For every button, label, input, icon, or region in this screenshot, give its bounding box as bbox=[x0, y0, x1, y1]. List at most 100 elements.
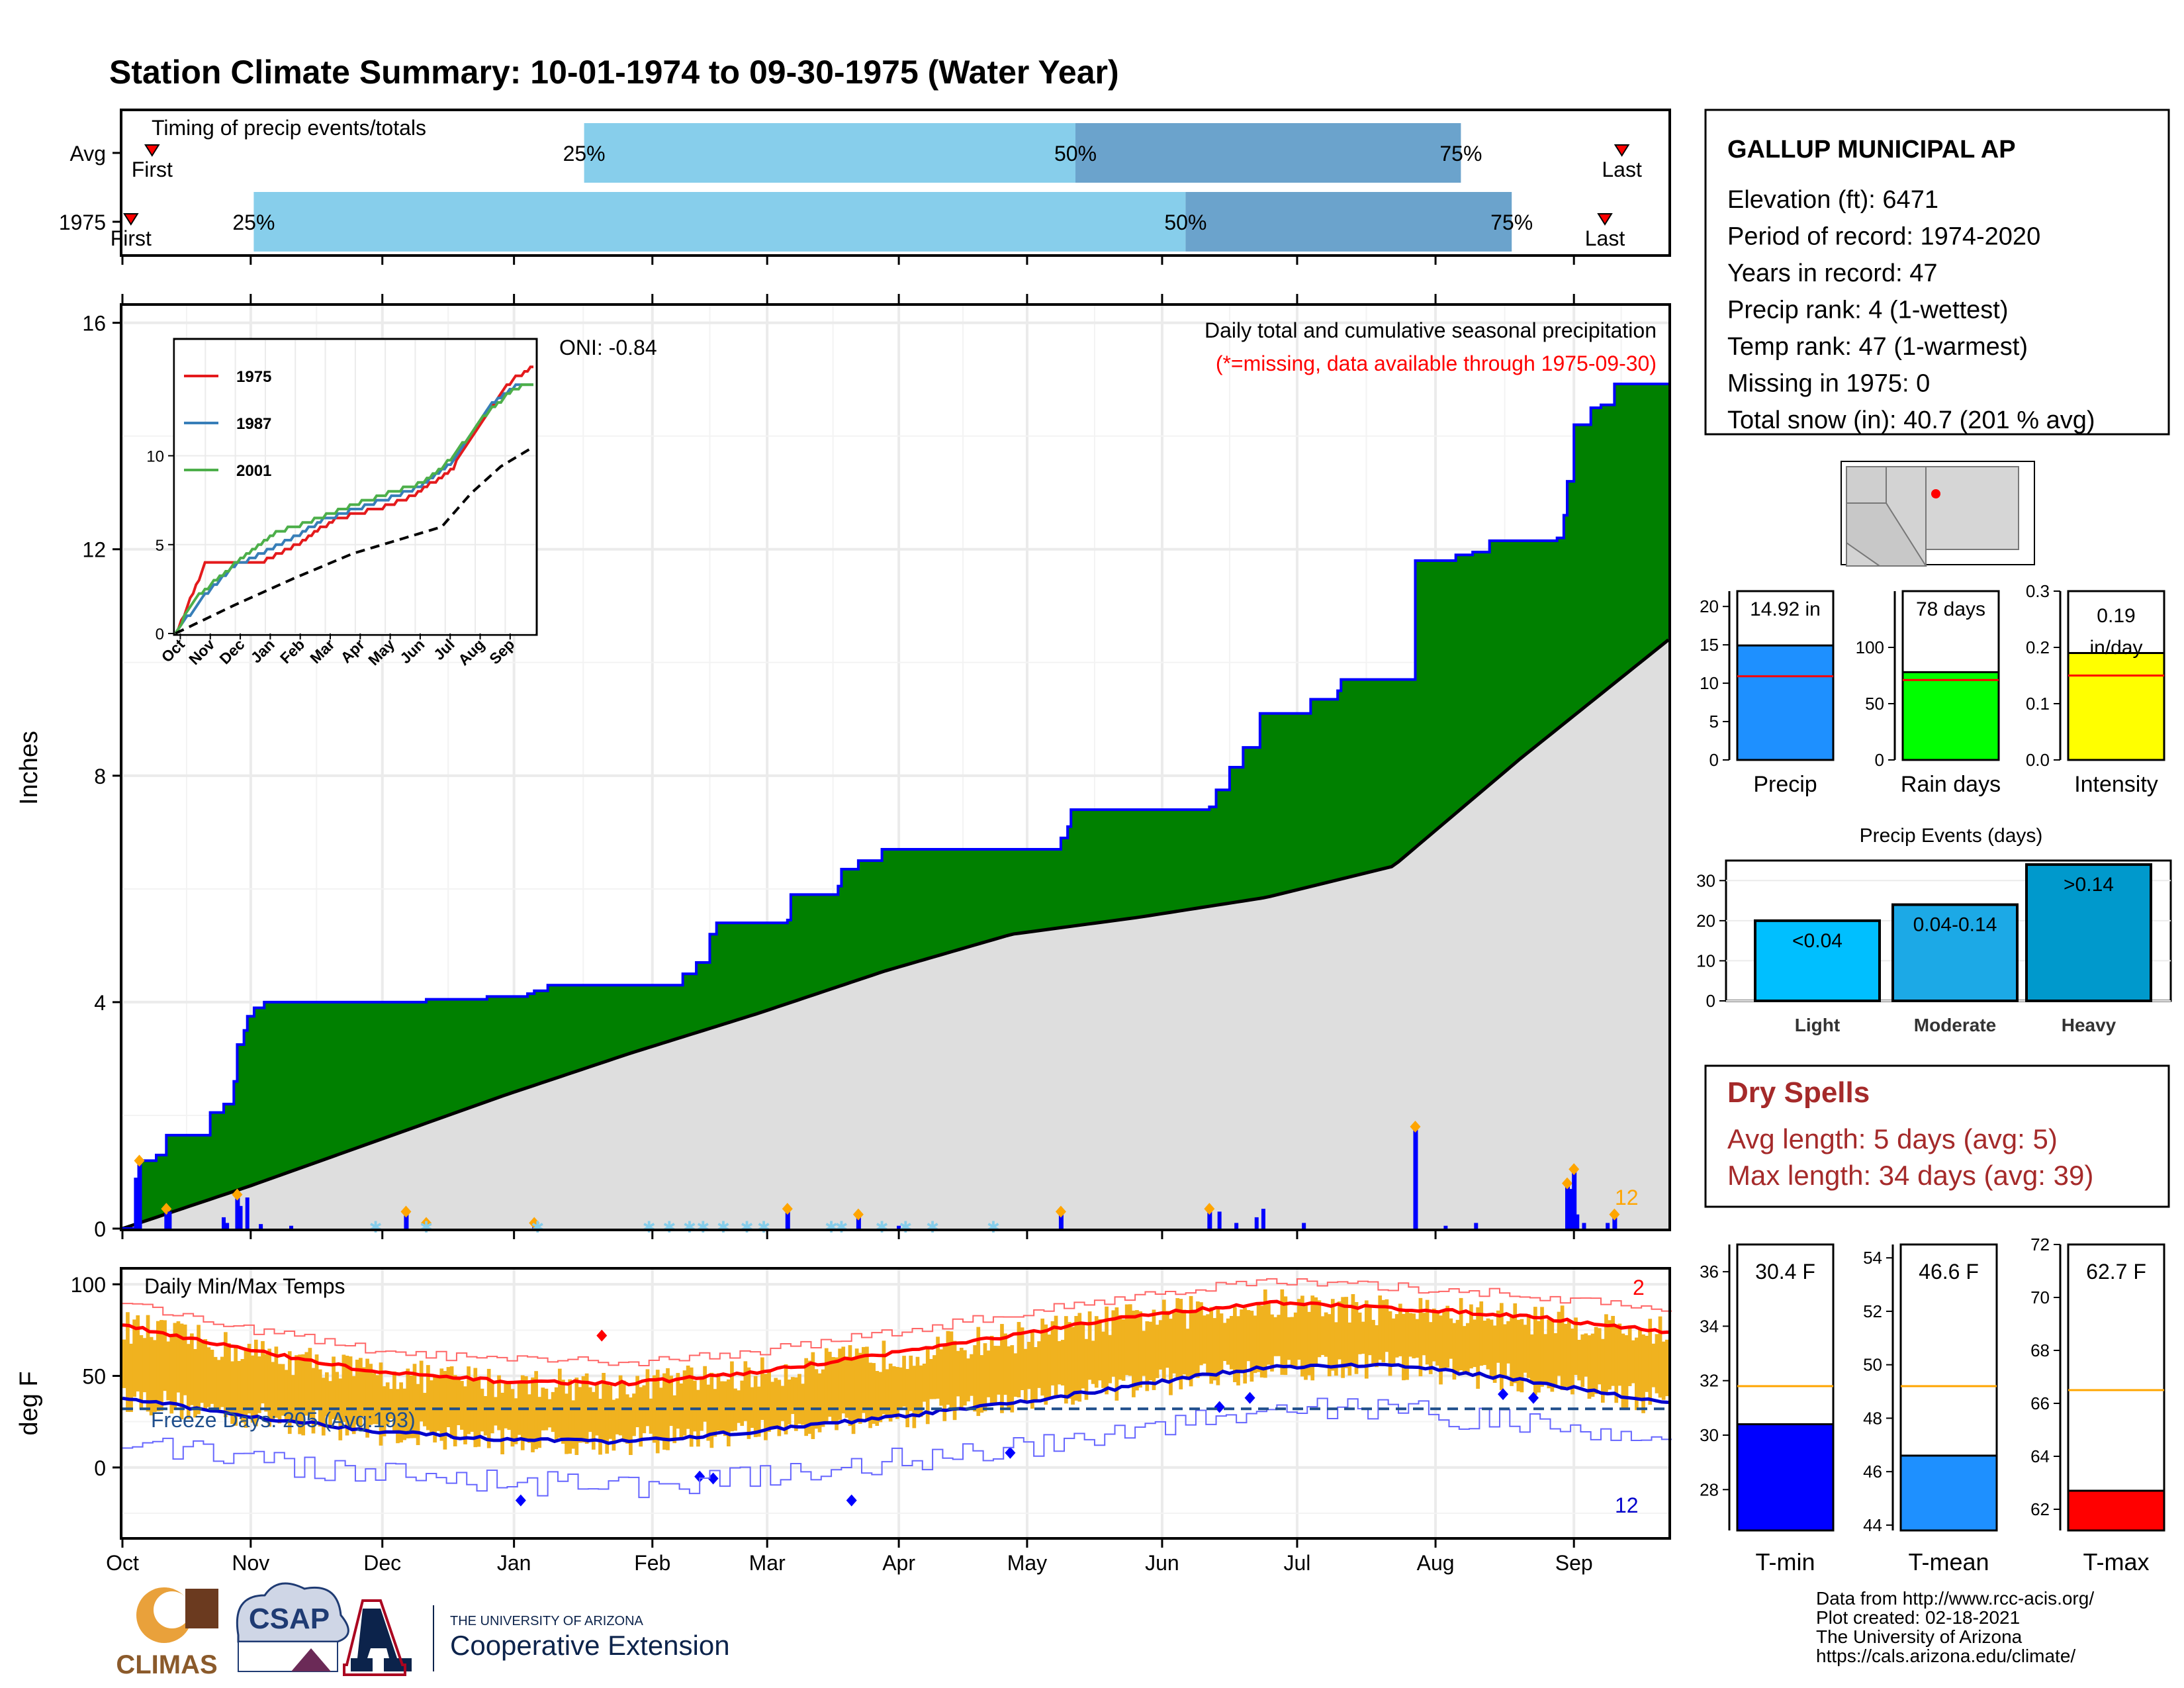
daily-temp-bar bbox=[1590, 1333, 1595, 1397]
daily-temp-bar bbox=[527, 1394, 531, 1443]
dry-spells-title: Dry Spells bbox=[1727, 1076, 1870, 1109]
temp-summary-y-tick: 66 bbox=[2030, 1393, 2050, 1413]
snow-day-icon: ✱ bbox=[531, 1219, 544, 1237]
daily-temp-bar bbox=[240, 1359, 245, 1423]
daily-temp-bar bbox=[1030, 1329, 1034, 1409]
daily-temp-bar bbox=[993, 1346, 997, 1406]
daily-temp-bar bbox=[132, 1319, 137, 1397]
month-axis: Oct Nov Dec Jan Feb Mar Apr May Jun Jul Aug Sep bbox=[106, 294, 1593, 1575]
inset-average-line bbox=[175, 447, 534, 635]
daily-temp-bar bbox=[891, 1366, 896, 1417]
daily-temp-bar bbox=[831, 1357, 835, 1424]
daily-temp-bar bbox=[844, 1356, 849, 1418]
daily-temp-bar bbox=[1476, 1307, 1480, 1389]
daily-precip-bar bbox=[259, 1224, 263, 1229]
daily-temp-bar bbox=[612, 1399, 616, 1451]
daily-temp-bar bbox=[392, 1371, 396, 1430]
daily-temp-bar bbox=[359, 1358, 363, 1429]
daily-temp-bar bbox=[835, 1357, 839, 1430]
snow-day-icon: ✱ bbox=[662, 1219, 676, 1237]
daily-temp-bar bbox=[1655, 1334, 1659, 1393]
daily-temp-bar bbox=[1044, 1324, 1048, 1405]
daily-temp-bar bbox=[1378, 1295, 1383, 1360]
daily-temp-bar bbox=[1158, 1320, 1163, 1370]
daily-temp-bar bbox=[1344, 1297, 1349, 1368]
temp-summary-y-tick: 46 bbox=[1863, 1462, 1882, 1481]
timing-q75-label: 75% bbox=[1439, 142, 1482, 165]
daily-temp-bar bbox=[1189, 1295, 1193, 1387]
daily-temp-bar bbox=[409, 1375, 414, 1438]
daily-temp-bar bbox=[1553, 1333, 1558, 1388]
daily-temp-bar bbox=[308, 1348, 312, 1418]
temp-summary-bar-t-max bbox=[2067, 1489, 2165, 1532]
temp-y-tick: 0 bbox=[94, 1456, 106, 1480]
daily-temp-bar bbox=[1111, 1310, 1116, 1377]
daily-temp-bar bbox=[1047, 1335, 1052, 1397]
precip-y-tick: 8 bbox=[94, 765, 106, 788]
daily-temp-bar bbox=[966, 1358, 970, 1402]
daily-temp-bar bbox=[936, 1336, 940, 1399]
events-bar-range: <0.04 bbox=[1792, 930, 1843, 952]
daily-temp-bar bbox=[412, 1364, 417, 1438]
summary-y-tick: 0.1 bbox=[2026, 694, 2050, 714]
daily-temp-bar bbox=[277, 1364, 282, 1424]
daily-precip-bar bbox=[404, 1211, 409, 1229]
daily-temp-bar bbox=[1094, 1316, 1099, 1388]
daily-temp-bar bbox=[1587, 1335, 1592, 1399]
daily-temp-bar bbox=[1256, 1305, 1261, 1372]
timing-label: Timing of precip events/totals bbox=[152, 116, 426, 140]
daily-temp-bar bbox=[1442, 1309, 1446, 1371]
last-event-label: Last bbox=[1602, 158, 1642, 181]
daily-temp-bar bbox=[571, 1400, 576, 1449]
temp-summary-y-tick: 62 bbox=[2030, 1499, 2050, 1519]
daily-temp-bar bbox=[821, 1369, 825, 1427]
daily-temp-bar bbox=[1435, 1312, 1439, 1366]
summary-y-tick: 10 bbox=[1700, 673, 1719, 693]
daily-temp-bar bbox=[1290, 1317, 1295, 1368]
daily-temp-bar bbox=[1179, 1299, 1183, 1389]
daily-temp-bar bbox=[1479, 1301, 1484, 1366]
daily-temp-bar bbox=[314, 1354, 319, 1410]
summary-bar-charts: 0 5 10 15 20 14.92 in Precip 0 50 100 78 days Rain … bbox=[1700, 581, 2165, 797]
daily-temp-bar bbox=[1523, 1325, 1527, 1373]
daily-temp-bar bbox=[1638, 1328, 1642, 1400]
daily-temp-bar bbox=[956, 1350, 960, 1397]
daily-temp-bar bbox=[1422, 1313, 1426, 1356]
daily-temp-bar bbox=[1577, 1340, 1581, 1381]
daily-temp-bar bbox=[1557, 1311, 1561, 1376]
timing-q25-label: 25% bbox=[563, 142, 606, 165]
daily-temp-bar bbox=[885, 1369, 889, 1419]
daily-temp-bar bbox=[1584, 1333, 1588, 1377]
daily-temp-bar bbox=[1658, 1316, 1662, 1398]
daily-temp-bar bbox=[1287, 1317, 1291, 1360]
daily-temp-bar bbox=[1489, 1319, 1494, 1379]
daily-temp-bar bbox=[1574, 1317, 1578, 1376]
daily-temp-bar bbox=[787, 1380, 792, 1425]
average-max-temp-line bbox=[122, 1299, 1669, 1387]
daily-temp-bar bbox=[355, 1360, 359, 1425]
daily-temp-bar bbox=[1408, 1313, 1412, 1357]
summary-y-tick: 0.0 bbox=[2026, 750, 2050, 770]
precip-event-marker-icon bbox=[1569, 1163, 1580, 1176]
daily-temp-bar bbox=[385, 1382, 390, 1425]
daily-temp-bar bbox=[1003, 1333, 1007, 1395]
daily-temp-bar bbox=[1388, 1311, 1392, 1376]
daily-temp-bar bbox=[1155, 1325, 1160, 1378]
station-info-line: Temp rank: 47 (1-warmest) bbox=[1727, 333, 2028, 361]
precip-event-marker-icon bbox=[232, 1188, 243, 1201]
daily-temp-bar bbox=[1246, 1310, 1251, 1362]
temp-summary-label: T-min bbox=[1756, 1548, 1815, 1575]
daily-temp-bar bbox=[257, 1356, 261, 1413]
daily-temp-bar bbox=[1084, 1338, 1089, 1400]
oni-label: ONI: -0.84 bbox=[559, 336, 657, 359]
credit-line: Plot created: 02-18-2021 bbox=[1816, 1607, 2020, 1628]
daily-temp-bar bbox=[163, 1320, 167, 1391]
daily-temp-bar bbox=[345, 1356, 349, 1436]
daily-temp-bar bbox=[206, 1347, 211, 1407]
daily-temp-bar bbox=[298, 1354, 302, 1434]
daily-temp-bar bbox=[1324, 1312, 1328, 1357]
daily-temp-bar bbox=[719, 1381, 724, 1431]
